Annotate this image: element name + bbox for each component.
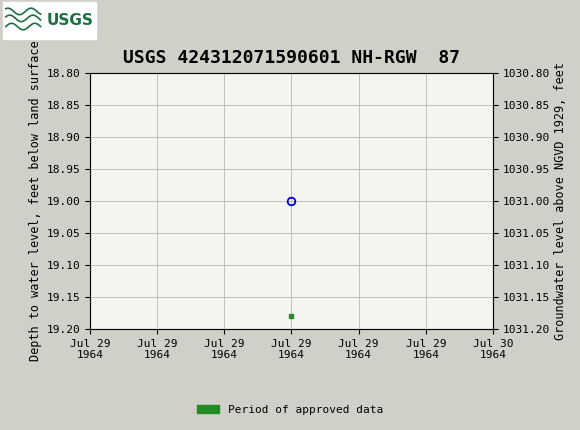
Y-axis label: Groundwater level above NGVD 1929, feet: Groundwater level above NGVD 1929, feet [554, 62, 567, 340]
Title: USGS 424312071590601 NH-RGW  87: USGS 424312071590601 NH-RGW 87 [123, 49, 460, 68]
FancyBboxPatch shape [3, 2, 96, 39]
Y-axis label: Depth to water level, feet below land surface: Depth to water level, feet below land su… [29, 41, 42, 361]
Text: USGS: USGS [46, 13, 93, 28]
Legend: Period of approved data: Period of approved data [193, 400, 387, 419]
